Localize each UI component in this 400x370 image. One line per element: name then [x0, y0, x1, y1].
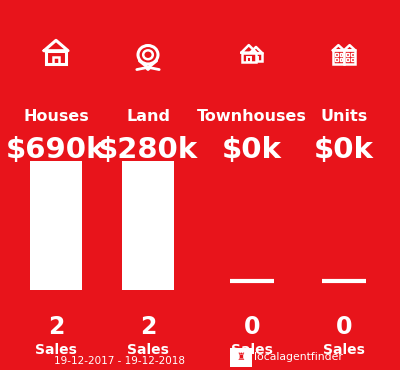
Bar: [344, 50, 355, 64]
Bar: [346, 53, 349, 56]
Text: $280k: $280k: [98, 136, 198, 164]
Text: $690k: $690k: [6, 136, 106, 164]
Text: 0: 0: [244, 316, 260, 339]
Bar: [46, 51, 66, 64]
Text: ♜: ♜: [237, 352, 245, 363]
Bar: [230, 348, 252, 367]
Bar: [335, 53, 338, 56]
Text: Land: Land: [126, 109, 170, 124]
Bar: [246, 57, 251, 62]
Bar: [351, 58, 354, 61]
Text: 0: 0: [336, 316, 352, 339]
Text: 2: 2: [140, 316, 156, 339]
Bar: [30, 161, 82, 290]
Bar: [340, 53, 342, 56]
Text: $0k: $0k: [314, 136, 374, 164]
Text: Townhouses: Townhouses: [197, 109, 307, 124]
Text: 19-12-2017 - 19-12-2018: 19-12-2017 - 19-12-2018: [54, 356, 186, 366]
Bar: [122, 161, 174, 290]
Text: Sales: Sales: [231, 343, 273, 357]
Text: Sales: Sales: [323, 343, 365, 357]
Bar: [346, 58, 349, 61]
Text: Houses: Houses: [23, 109, 89, 124]
Bar: [335, 58, 338, 61]
Text: $0k: $0k: [222, 136, 282, 164]
Bar: [242, 53, 256, 62]
Text: Sales: Sales: [127, 343, 169, 357]
Text: localagentfinder: localagentfinder: [254, 352, 343, 363]
Bar: [53, 57, 59, 64]
Text: Units: Units: [320, 109, 368, 124]
Bar: [351, 53, 354, 56]
Text: Sales: Sales: [35, 343, 77, 357]
Bar: [340, 58, 342, 61]
Bar: [250, 53, 262, 61]
Bar: [333, 50, 344, 64]
Bar: [254, 57, 258, 61]
Text: 2: 2: [48, 316, 64, 339]
